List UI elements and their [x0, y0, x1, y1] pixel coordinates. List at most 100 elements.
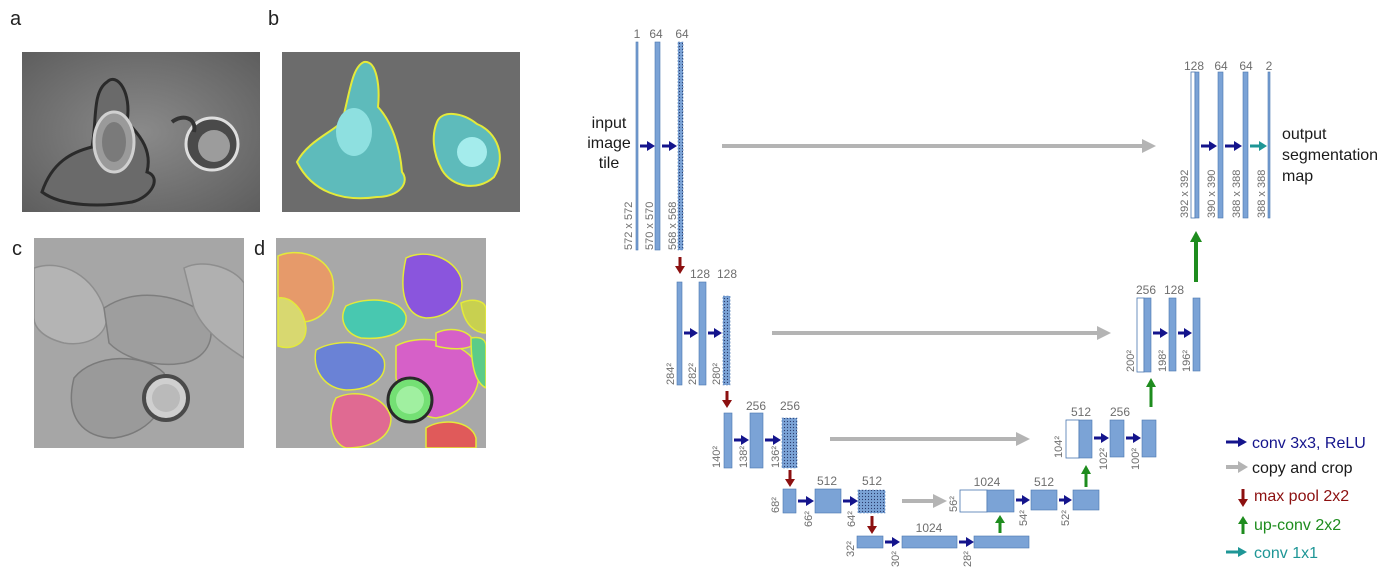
size-u2-0: 200² [1125, 350, 1137, 372]
fmap-u1-copy [1190, 71, 1196, 219]
output-label-line3: map [1282, 168, 1313, 185]
copy-arrow-l3 [830, 432, 1030, 446]
size-l2-1: 282² [687, 363, 699, 385]
channels-l1-0: 1 [634, 27, 641, 41]
fmap-l3-b [749, 412, 764, 469]
channels-u1-3: 2 [1266, 59, 1273, 73]
upconv-arrow-u2 [1190, 231, 1202, 282]
conv-arrow-u3-b [1126, 433, 1141, 443]
size-l2-0: 284² [665, 363, 677, 385]
size-u3-0: 104² [1053, 436, 1065, 458]
size-u1-3: 388 x 388 [1256, 170, 1268, 218]
conv-arrow-l5-a [885, 537, 900, 547]
fmap-l5-b [901, 535, 958, 549]
conv-arrow-u2-b [1178, 328, 1192, 338]
size-l1-0: 572 x 572 [623, 202, 635, 250]
size-l3-1: 138² [738, 446, 750, 468]
channels-l3-1: 256 [780, 399, 800, 413]
fmap-u4-up [986, 489, 1015, 513]
fmap-l4-a [782, 488, 797, 514]
size-l5-2: 28² [962, 551, 974, 567]
channels-u4-1: 512 [1034, 475, 1054, 489]
channels-l1-2: 64 [675, 27, 689, 41]
conv-arrow-u1-a [1201, 141, 1217, 151]
panel-d-image [276, 238, 486, 448]
conv-arrow-u3-a [1094, 433, 1109, 443]
upconv-arrow-l5 [995, 515, 1005, 533]
panel-b-image [282, 52, 520, 212]
fmap-l5-a [856, 535, 884, 549]
fmap-u3-b [1141, 419, 1157, 458]
fmap-u1-up [1194, 71, 1200, 219]
size-l1-2: 568 x 568 [667, 202, 679, 250]
size-u2-2: 196² [1181, 350, 1193, 372]
fmap-u1-a [1217, 71, 1224, 219]
legend: conv 3x3, ReLU copy and crop max pool 2x… [1226, 435, 1366, 562]
panel-label-b: b [268, 8, 280, 30]
upconv-arrow-u3 [1146, 378, 1156, 407]
fmap-u1-b [1242, 71, 1249, 219]
pool-arrow-l2 [722, 391, 732, 408]
pool-arrow-l3 [785, 470, 795, 487]
fmap-l3-c [781, 417, 798, 469]
input-label-line2: image [587, 135, 631, 152]
panel-label-d: d [254, 238, 266, 260]
conv-arrow-l1-b [662, 141, 677, 151]
output-label-line1: output [1282, 126, 1327, 143]
size-u4-0: 56² [948, 496, 960, 512]
legend-conv-icon [1226, 437, 1247, 447]
channels-l2-1: 128 [717, 267, 737, 281]
size-u4-1: 54² [1018, 510, 1030, 526]
fmap-l2-a [676, 281, 683, 386]
channels-u1-1: 64 [1214, 59, 1228, 73]
conv-arrow-u4-b [1059, 495, 1072, 505]
fmap-u1-out [1267, 71, 1271, 219]
size-u1-1: 390 x 390 [1206, 170, 1218, 218]
conv-arrow-l3-a [734, 435, 749, 445]
fmap-l1-input [635, 41, 639, 251]
pool-arrow-l1 [675, 257, 685, 274]
panel-label-a: a [10, 8, 22, 30]
conv-arrow-l2-b [708, 328, 722, 338]
fmap-u2-copy [1136, 297, 1145, 373]
legend-copy-label: copy and crop [1252, 460, 1353, 477]
legend-pool-icon [1238, 489, 1248, 507]
channels-l4-0: 512 [817, 474, 837, 488]
legend-pool-label: max pool 2x2 [1254, 488, 1349, 505]
size-u3-1: 102² [1098, 448, 1110, 470]
channels-u3-0: 512 [1071, 405, 1091, 419]
legend-copy-icon [1226, 461, 1248, 473]
fmap-u2-a [1168, 297, 1177, 372]
size-u1-2: 388 x 388 [1231, 170, 1243, 218]
legend-conv1x1-icon [1226, 547, 1247, 557]
size-l4-1: 66² [803, 511, 815, 527]
channels-l5-0: 1024 [916, 521, 943, 535]
fmap-u3-up [1078, 419, 1093, 459]
fmap-u4-copy [959, 489, 988, 513]
fmap-l2-c [722, 295, 731, 386]
upconv-arrow-u4 [1081, 465, 1091, 487]
input-label-line1: input [592, 115, 627, 132]
channels-u4-0: 1024 [974, 475, 1001, 489]
channels-l3-0: 256 [746, 399, 766, 413]
channels-l1-1: 64 [649, 27, 663, 41]
fmap-l5-c [973, 535, 1030, 549]
output-label-line2: segmentation [1282, 147, 1378, 164]
legend-conv-label: conv 3x3, ReLU [1252, 435, 1366, 452]
legend-conv1x1-label: conv 1x1 [1254, 545, 1318, 562]
fmap-u3-a [1109, 419, 1125, 458]
conv-arrow-l4-b [843, 496, 858, 506]
conv-arrow-l3-b [765, 435, 781, 445]
conv-arrow-l2-a [684, 328, 698, 338]
size-u3-2: 100² [1130, 448, 1142, 470]
size-l2-2: 280² [711, 363, 723, 385]
channels-u1-2: 64 [1239, 59, 1253, 73]
panel-label-c: c [12, 238, 22, 260]
size-l4-2: 64² [846, 511, 858, 527]
conv-arrow-u4-a [1016, 495, 1030, 505]
panel-c-image [34, 238, 244, 448]
fmap-u2-up [1143, 297, 1152, 373]
conv-arrow-u1-b [1225, 141, 1242, 151]
pool-arrow-l4 [867, 516, 877, 534]
